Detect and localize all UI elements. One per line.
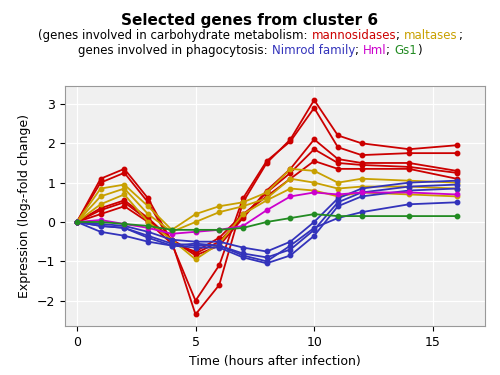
Text: ;: ; xyxy=(458,29,462,42)
Text: ;: ; xyxy=(396,29,404,42)
Text: genes involved in phagocytosis:: genes involved in phagocytosis: xyxy=(78,44,272,57)
Text: maltases: maltases xyxy=(404,29,458,42)
Text: mannosidases: mannosidases xyxy=(312,29,396,42)
Text: Gs1: Gs1 xyxy=(394,44,417,57)
Text: (genes involved in carbohydrate metabolism:: (genes involved in carbohydrate metaboli… xyxy=(38,29,312,42)
Text: ): ) xyxy=(417,44,422,57)
X-axis label: Time (hours after infection): Time (hours after infection) xyxy=(189,354,361,368)
Text: ;: ; xyxy=(355,44,363,57)
Text: Hml: Hml xyxy=(363,44,386,57)
Text: Nimrod family: Nimrod family xyxy=(272,44,355,57)
Text: Selected genes from cluster 6: Selected genes from cluster 6 xyxy=(122,13,378,28)
Y-axis label: Expression (log₂-fold change): Expression (log₂-fold change) xyxy=(18,114,32,298)
Text: ;: ; xyxy=(386,44,394,57)
